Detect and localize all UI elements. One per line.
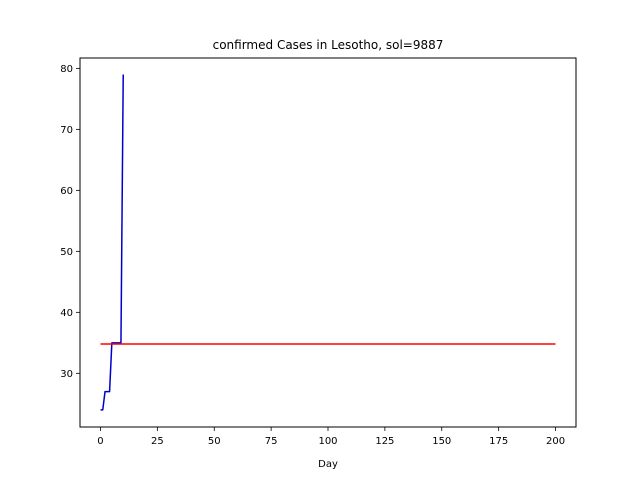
x-axis: 0 25 50 75 100 125 150 175 200 [97,427,565,447]
y-tick-label: 80 [60,64,73,75]
x-tick-label: 125 [375,436,394,447]
x-tick-label: 75 [265,436,278,447]
y-tick-label: 30 [60,369,73,380]
x-tick-label: 150 [432,436,451,447]
y-tick-label: 40 [60,308,73,319]
plot-series [100,74,556,411]
y-tick-label: 50 [60,247,73,258]
y-axis: 30 40 50 60 70 80 [60,64,80,380]
chart-title: confirmed Cases in Lesotho, sol=9887 [213,38,444,52]
y-tick-label: 60 [60,186,73,197]
y-tick-label: 70 [60,125,73,136]
x-tick-label: 25 [151,436,164,447]
x-tick-label: 0 [97,436,103,447]
series-line-1 [100,74,124,411]
x-axis-label: Day [318,459,338,470]
x-tick-label: 100 [318,436,337,447]
x-tick-label: 200 [546,436,565,447]
x-tick-label: 175 [489,436,508,447]
x-tick-label: 50 [208,436,221,447]
